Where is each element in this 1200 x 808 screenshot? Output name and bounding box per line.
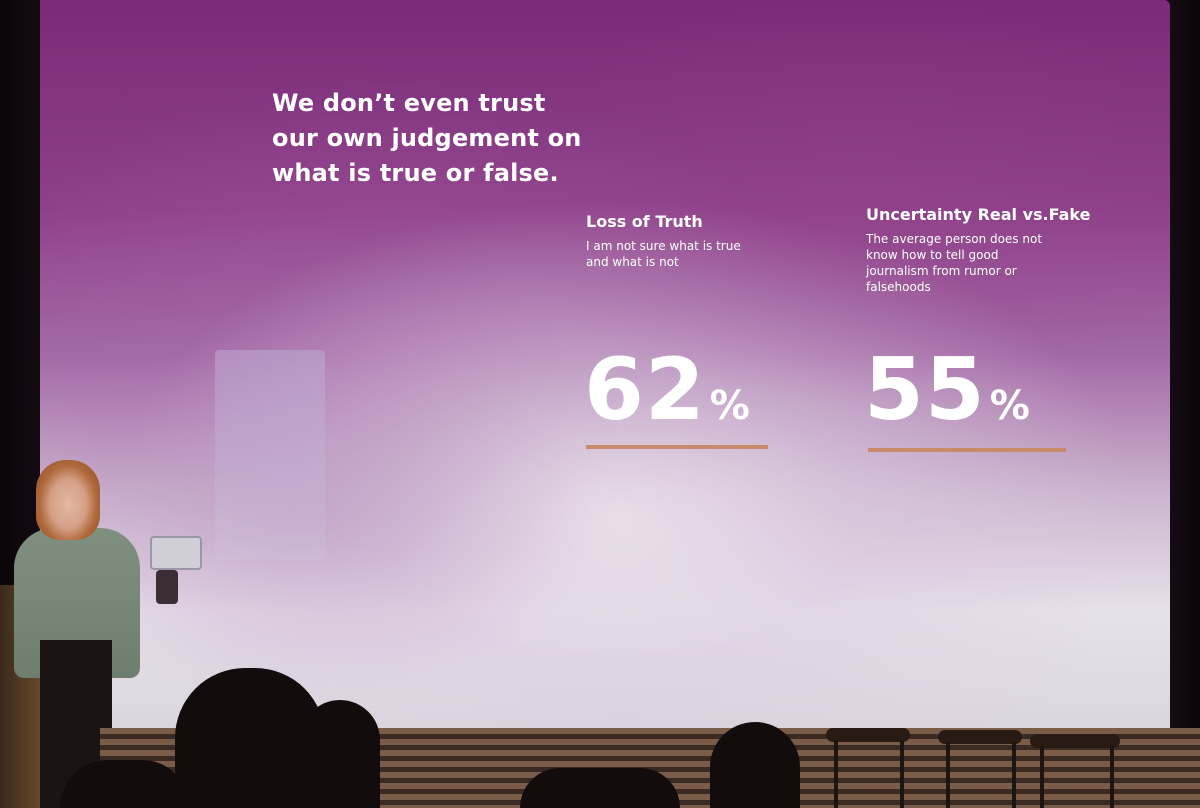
stat-description: I am not sure what is true and what is n… [586, 239, 741, 269]
stool-leg [946, 742, 950, 808]
stat-heading: Loss of Truth [586, 212, 703, 231]
stat-unit: % [989, 383, 1030, 429]
wall-control-panel [150, 536, 202, 570]
stat-heading: Uncertainty Real vs.Fake [866, 205, 1091, 224]
stat-number: 62 [584, 340, 706, 440]
stool-leg [900, 740, 904, 808]
audience-head [520, 768, 680, 808]
stat-number: 55 [864, 340, 986, 440]
stool [938, 730, 1022, 744]
slide-title: We don’t even trust our own judgement on… [272, 89, 582, 187]
stat-underline [868, 448, 1066, 452]
stat-underline [586, 445, 768, 449]
stool [826, 728, 910, 742]
stool [1030, 734, 1120, 748]
stat-description: The average person does not know how to … [866, 232, 1043, 294]
speaker-head [36, 460, 100, 540]
audience-head [710, 722, 800, 808]
audience-head [300, 700, 380, 808]
stool-leg [1012, 742, 1016, 808]
stat-unit: % [709, 383, 750, 429]
slide-background-shape [215, 350, 325, 560]
stat-value-loss-of-truth: 62% [584, 340, 750, 440]
stool-leg [1110, 746, 1114, 808]
stat-block-loss-of-truth: Loss of Truth I am not sure what is true… [586, 212, 816, 270]
stat-value-uncertainty: 55% [864, 340, 1030, 440]
stat-block-uncertainty: Uncertainty Real vs.Fake The average per… [866, 205, 1116, 295]
stool-leg [1040, 746, 1044, 808]
audience-head [60, 760, 190, 808]
stool-leg [834, 740, 838, 808]
wall-switch [156, 570, 178, 604]
